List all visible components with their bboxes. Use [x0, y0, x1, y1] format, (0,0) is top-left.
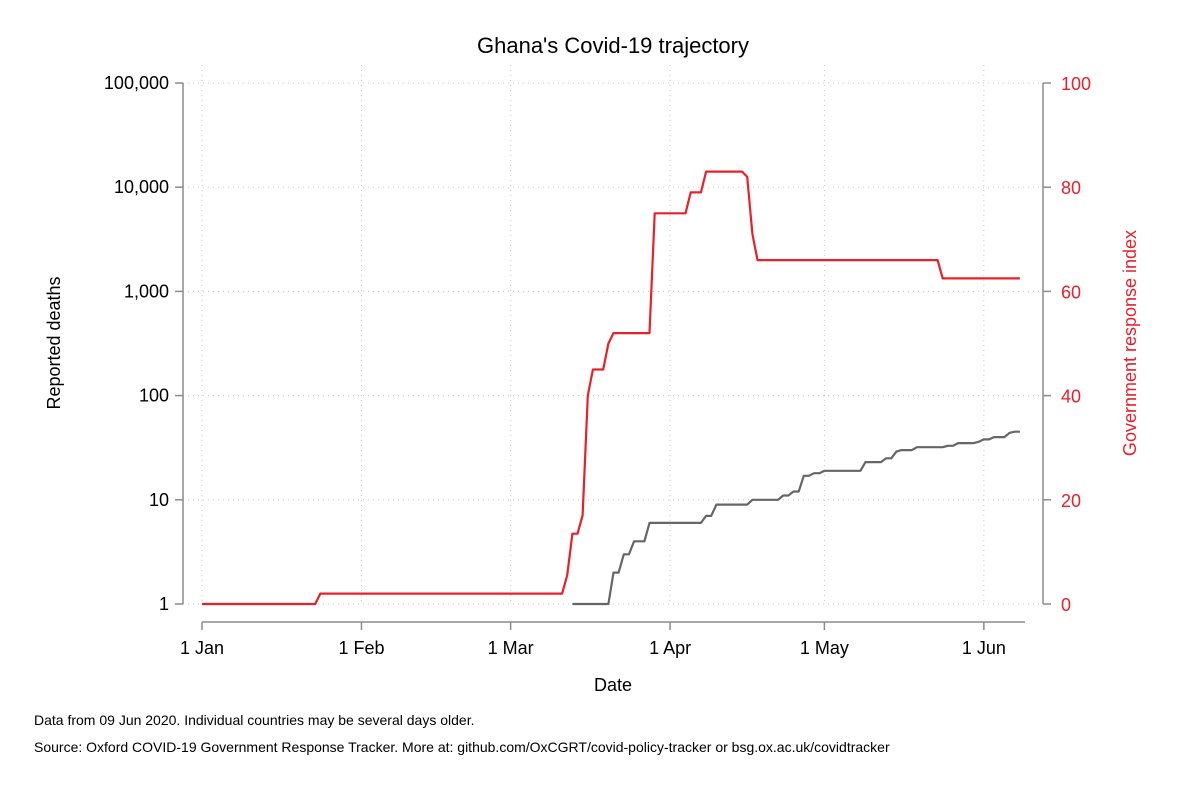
y-left-tick-label: 1,000: [124, 281, 169, 301]
y-left-tick-label: 100: [139, 386, 169, 406]
x-tick-label: 1 Feb: [338, 638, 384, 658]
source-note: Source: Oxford COVID-19 Government Respo…: [34, 739, 890, 755]
y-axis-right-title: Government response index: [1120, 230, 1140, 456]
axes: 1 10 100 1,000 10,000 100,000 0 20 40 60 80 100 1 Ja…: [104, 73, 1091, 658]
y-left-tick-label: 100,000: [104, 73, 169, 93]
x-tick-label: 1 Mar: [488, 638, 534, 658]
government-response-index-line: [202, 170, 1020, 606]
series-group: [202, 170, 1020, 606]
x-tick-label: 1 Jan: [180, 638, 224, 658]
y-right-tick-label: 60: [1061, 282, 1081, 302]
y-right-tick-label: 40: [1061, 387, 1081, 407]
covid-trajectory-chart: Ghana's Covid-19 trajectory 1101001,0001…: [44, 33, 1140, 695]
x-tick-label: 1 May: [800, 638, 849, 658]
y-right-tick-label: 80: [1061, 178, 1081, 198]
chart-title: Ghana's Covid-19 trajectory: [477, 33, 749, 58]
gridlines: [183, 65, 1043, 605]
y-axis-left-title: Reported deaths: [44, 276, 64, 409]
y-left-tick-label: 10,000: [114, 177, 169, 197]
reported-deaths-line: [572, 430, 1020, 606]
x-tick-label: 1 Apr: [649, 638, 691, 658]
x-tick-label: 1 Jun: [962, 638, 1006, 658]
data-date-note: Data from 09 Jun 2020. Individual countr…: [34, 712, 475, 728]
y-right-tick-label: 20: [1061, 491, 1081, 511]
x-axis-title: Date: [594, 675, 632, 695]
y-right-tick-label: 100: [1061, 74, 1091, 94]
y-right-tick-label: 0: [1061, 595, 1071, 615]
y-left-tick-label: 10: [149, 490, 169, 510]
y-left-tick-label: 1: [159, 594, 169, 614]
